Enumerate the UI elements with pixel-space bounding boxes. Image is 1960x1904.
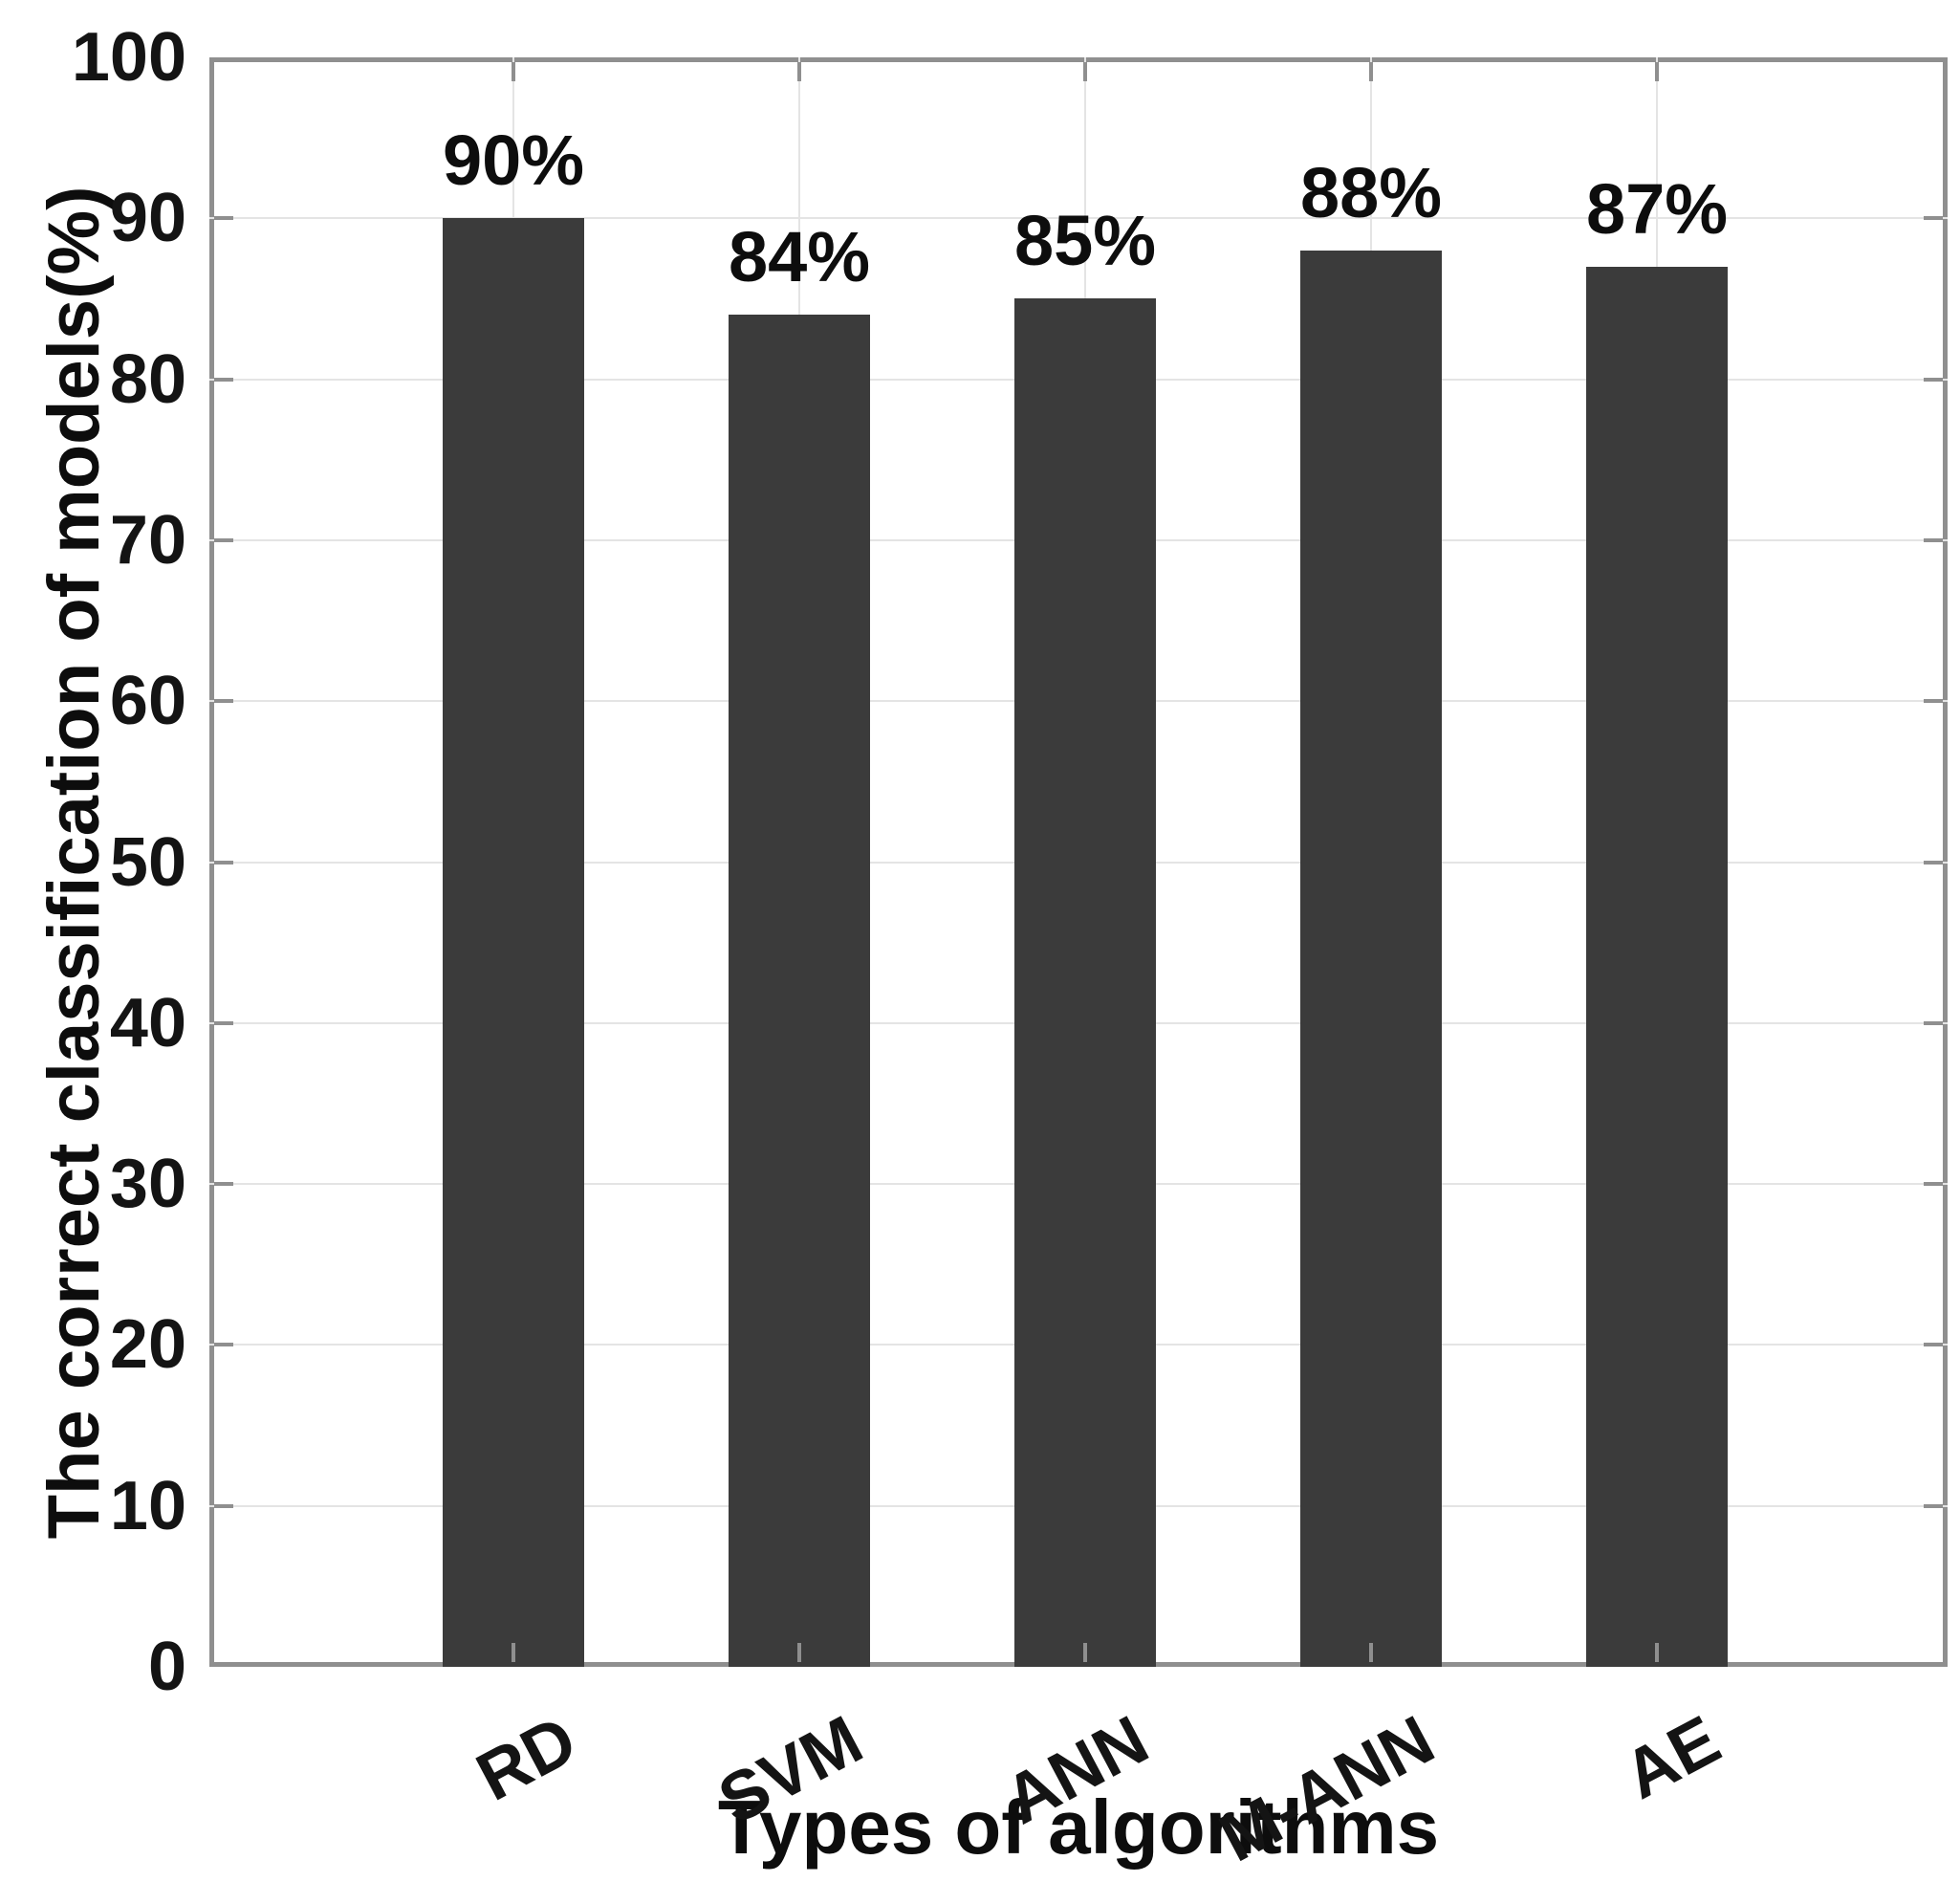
y-tick-mark [1924,537,1943,542]
y-tick-mark [1924,1503,1943,1508]
y-axis-tick-label: 40 [109,984,186,1061]
y-tick-mark [1924,1020,1943,1025]
y-axis-tick-label: 20 [109,1306,186,1384]
bar [443,218,584,1667]
x-axis-title: Types of algorithms [717,1784,1440,1870]
y-axis-tick-label: 60 [109,663,186,740]
y-axis-tick-label: 90 [109,180,186,257]
y-axis-tick-label: 100 [71,19,186,96]
y-tick-mark [1924,1182,1943,1187]
y-tick-mark [1924,699,1943,704]
y-axis-tick-label: 10 [109,1467,186,1544]
y-tick-mark [214,699,233,704]
y-axis-tick-label: 50 [109,823,186,901]
x-tick-mark [1655,62,1659,81]
bar-value-label: 84% [728,217,871,297]
x-tick-mark [1369,1643,1373,1662]
bar-value-label: 87% [1585,168,1729,249]
y-axis-tick-label: 0 [147,1629,186,1705]
bar-value-label: 90% [442,120,585,201]
y-tick-mark [214,1503,233,1508]
x-tick-mark [797,62,801,81]
y-tick-mark [214,1343,233,1347]
bar [1300,250,1442,1667]
y-tick-mark [214,1020,233,1025]
bar-value-label: 85% [1013,201,1157,281]
y-axis-tick-label: 70 [109,501,186,579]
y-tick-mark [214,1182,233,1187]
y-axis-tick-label: 30 [109,1146,186,1223]
x-tick-mark [797,1643,801,1662]
x-tick-mark [512,62,515,81]
y-tick-mark [214,216,233,221]
bar [1586,266,1728,1667]
y-tick-mark [1924,377,1943,382]
bar-value-label: 88% [1299,152,1443,232]
x-tick-mark [1655,1643,1659,1662]
x-tick-mark [512,1643,515,1662]
y-tick-mark [1924,216,1943,221]
y-tick-mark [1924,1343,1943,1347]
gridline-horizontal [209,217,1948,220]
y-tick-mark [214,860,233,864]
x-tick-mark [1083,62,1087,81]
y-tick-mark [1924,860,1943,864]
y-tick-mark [214,537,233,542]
bar [1014,298,1156,1667]
y-axis-tick-label: 80 [109,340,186,418]
y-tick-mark [214,377,233,382]
x-tick-mark [1083,1643,1087,1662]
bar [729,315,870,1667]
x-tick-mark [1369,62,1373,81]
